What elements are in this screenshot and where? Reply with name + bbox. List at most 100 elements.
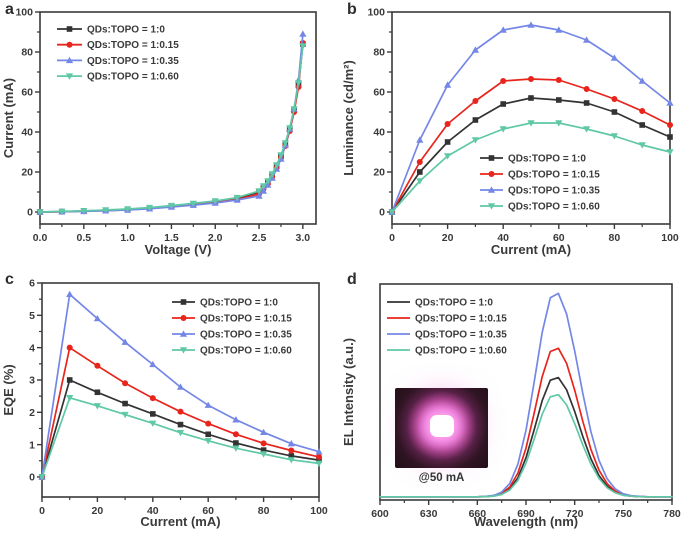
data-point-marker (255, 192, 263, 199)
data-point-marker (259, 183, 268, 190)
legend-marker (488, 171, 495, 177)
data-point-marker (639, 108, 646, 114)
panel-a-letter: a (5, 1, 14, 18)
legend-marker (65, 56, 74, 64)
data-point-marker (555, 120, 563, 127)
data-point-marker (121, 411, 129, 419)
data-point-marker (417, 169, 423, 175)
data-point-marker (94, 362, 101, 369)
legend-marker (65, 73, 74, 80)
data-point-marker (583, 126, 591, 133)
x-axis-label: Current (mA) (491, 242, 571, 257)
y-tick-label: 0 (27, 207, 33, 219)
legend-item-label: QDs:TOPO = 1:0.15 (508, 170, 600, 181)
data-point-marker (204, 438, 212, 445)
x-axis-label: Current (mA) (140, 514, 220, 529)
data-point-marker (167, 202, 176, 210)
data-point-marker (264, 178, 272, 185)
legend-marker (487, 203, 496, 210)
y-tick-label: 40 (373, 127, 385, 139)
x-tick-label: 60 (553, 232, 565, 244)
data-point-marker (299, 30, 307, 37)
data-point-marker (638, 142, 646, 149)
legend-item-label: QDs:TOPO = 1:0 (415, 298, 493, 309)
legend-item-label: QDs:TOPO = 1:0 (508, 154, 586, 165)
data-point-marker (287, 440, 295, 447)
legend-marker (180, 315, 187, 321)
data-point-marker (150, 411, 156, 417)
y-tick-label: 80 (21, 47, 33, 59)
y-tick-label: 2 (29, 407, 35, 419)
data-point-marker (272, 162, 281, 169)
data-point-marker (610, 133, 618, 140)
data-point-marker (416, 159, 423, 165)
x-tick-label: 780 (663, 508, 681, 520)
y-tick-label: 80 (373, 47, 385, 59)
data-point-marker (205, 420, 212, 427)
panel-b-letter: b (347, 1, 357, 18)
panel-d: 600 630 660 690 720 750 780 QDs:TOPO = 1:0 QDs:T… (342, 270, 685, 541)
panel-b: 0 20 40 60 80 100 0 20 40 60 80 100 QDs:TOPO = 1:0 QD… (342, 0, 685, 270)
data-point-marker (444, 139, 451, 145)
y-tick-label: 20 (21, 167, 33, 179)
x-tick-label: 2.0 (208, 232, 223, 244)
series-line (391, 122, 671, 213)
data-point-marker (281, 140, 289, 147)
y-tick-label: 3 (29, 375, 35, 387)
data-point-marker (189, 200, 197, 207)
y-axis-label: EQE (%) (1, 364, 16, 415)
legend-item-label: QDs:TOPO = 1:0.15 (200, 314, 292, 325)
data-point-marker (527, 21, 535, 28)
data-point-marker (260, 447, 267, 453)
y-tick-label: 0 (379, 207, 385, 219)
x-tick-label: 100 (661, 232, 679, 244)
y-tick-label: 1 (29, 439, 35, 451)
plot-frame (39, 11, 317, 225)
data-point-marker (232, 431, 239, 438)
y-tick-label: 40 (21, 127, 33, 139)
data-point-marker (255, 188, 263, 195)
panel-d-letter: d (347, 271, 357, 288)
x-tick-label: 720 (566, 508, 584, 520)
data-point-marker (66, 344, 73, 351)
legend-item-label: QDs:TOPO = 1:0.60 (87, 72, 179, 83)
data-point-marker (666, 99, 674, 106)
data-point-marker (121, 338, 129, 345)
x-tick-label: 20 (442, 232, 454, 244)
data-point-marker (66, 377, 73, 383)
data-point-marker (205, 431, 211, 438)
data-point-marker (444, 81, 452, 88)
data-point-marker (556, 97, 562, 103)
x-tick-label: 80 (609, 232, 621, 244)
led-emission-spot (429, 414, 454, 437)
data-point-marker (286, 125, 294, 132)
legend-marker (487, 186, 496, 193)
y-tick-label: 100 (367, 7, 385, 19)
x-tick-label: 3.0 (296, 232, 311, 244)
panel-b-svg: 0 20 40 60 80 100 0 20 40 60 80 100 QDs:TOPO = 1:0 QD… (342, 7, 679, 257)
data-point-marker (232, 445, 240, 452)
data-point-marker (288, 453, 295, 459)
data-point-marker (611, 109, 618, 115)
data-point-marker (145, 204, 154, 212)
data-point-marker (294, 80, 303, 87)
x-tick-label: 600 (371, 508, 389, 520)
data-point-marker (638, 77, 646, 84)
y-tick-label: 20 (373, 167, 385, 179)
y-axis-label: Luminance (cd/m²) (342, 60, 356, 176)
x-tick-label: 0.5 (77, 232, 92, 244)
legend-marker (488, 155, 495, 161)
data-point-marker (555, 77, 562, 83)
y-tick-label: 100 (15, 7, 33, 19)
x-tick-label: 0 (389, 232, 395, 244)
data-point-marker (444, 121, 451, 127)
panel-a-svg: 0.0 0.5 1.0 1.5 2.0 2.5 3.0 0 20 40 60 80 100 QDs:TOP… (1, 7, 317, 257)
legend-item-label: QDs:TOPO = 1:0.60 (415, 346, 507, 357)
data-point-marker (444, 153, 452, 160)
x-tick-label: 1.0 (120, 232, 135, 244)
led-emission-photo (395, 388, 488, 468)
data-point-marker (639, 122, 645, 128)
x-tick-label: 660 (469, 508, 487, 520)
x-axis-label: Voltage (V) (145, 242, 212, 257)
data-point-marker (499, 26, 507, 33)
